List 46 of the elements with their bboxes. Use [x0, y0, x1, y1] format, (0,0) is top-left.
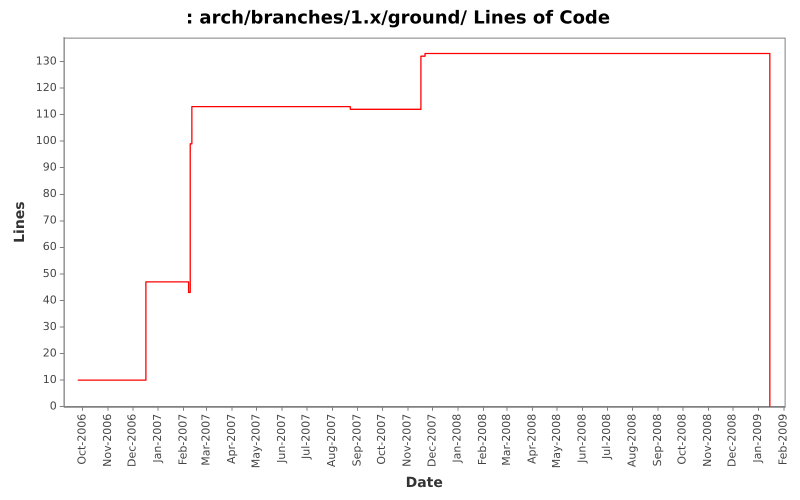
- x-tick-label: Oct-2007: [375, 414, 388, 465]
- x-tick-label: Nov-2008: [701, 414, 714, 467]
- y-tick-label: 100: [36, 134, 57, 148]
- y-tick-label: 90: [42, 160, 57, 174]
- x-tick-label: Apr-2008: [525, 414, 538, 464]
- x-tick-label: Feb-2008: [476, 414, 490, 466]
- x-tick-label: Mar-2007: [200, 414, 213, 466]
- x-tick-label: Sep-2008: [651, 414, 664, 466]
- x-tick-label: Dec-2006: [126, 414, 139, 467]
- x-tick-label: Jun-2007: [275, 414, 288, 464]
- x-tick-label: Jan-2007: [151, 414, 164, 464]
- x-tick-label: Oct-2006: [76, 414, 89, 465]
- x-tick-label: Dec-2008: [726, 414, 739, 467]
- y-tick-label: 120: [36, 80, 57, 94]
- y-tick-label: 130: [36, 54, 57, 68]
- x-tick-label: Aug-2007: [325, 414, 338, 468]
- x-tick-label: Jun-2008: [576, 414, 589, 464]
- x-tick-label: Jul-2008: [600, 414, 614, 460]
- x-tick-label: Jan-2008: [450, 414, 464, 464]
- y-tick-label: 110: [36, 107, 57, 120]
- x-tick-label: Nov-2006: [100, 414, 114, 467]
- x-tick-label: Nov-2007: [400, 414, 414, 467]
- y-tick-label: 70: [42, 214, 57, 227]
- y-axis-title: Lines: [12, 201, 28, 243]
- x-tick-label: Feb-2007: [176, 414, 190, 466]
- x-tick-label: Jul-2007: [300, 414, 313, 460]
- x-tick-label: Sep-2007: [350, 414, 364, 466]
- y-tick-label: 0: [50, 400, 57, 413]
- y-tick-label: 10: [42, 372, 57, 386]
- x-axis-title: Date: [406, 475, 443, 492]
- x-tick-label: Feb-2009: [776, 414, 790, 466]
- chart-title: : arch/branches/1.x/ground/ Lines of Code: [186, 7, 610, 28]
- y-tick-label: 20: [42, 346, 57, 360]
- x-tick-label: Jan-2009: [751, 414, 764, 464]
- y-tick-label: 50: [42, 266, 57, 280]
- y-tick-label: 80: [42, 187, 57, 200]
- x-tick-label: Apr-2007: [224, 414, 238, 464]
- y-tick-label: 60: [42, 240, 57, 254]
- x-tick-label: Dec-2007: [425, 414, 438, 467]
- y-tick-label: 30: [42, 320, 57, 333]
- x-tick-label: Oct-2008: [676, 414, 689, 465]
- x-tick-label: Mar-2008: [500, 414, 513, 466]
- y-tick-label: 40: [42, 293, 57, 306]
- x-tick-label: May-2008: [550, 414, 564, 468]
- x-tick-label: Aug-2008: [626, 414, 639, 468]
- x-tick-label: May-2007: [250, 414, 263, 468]
